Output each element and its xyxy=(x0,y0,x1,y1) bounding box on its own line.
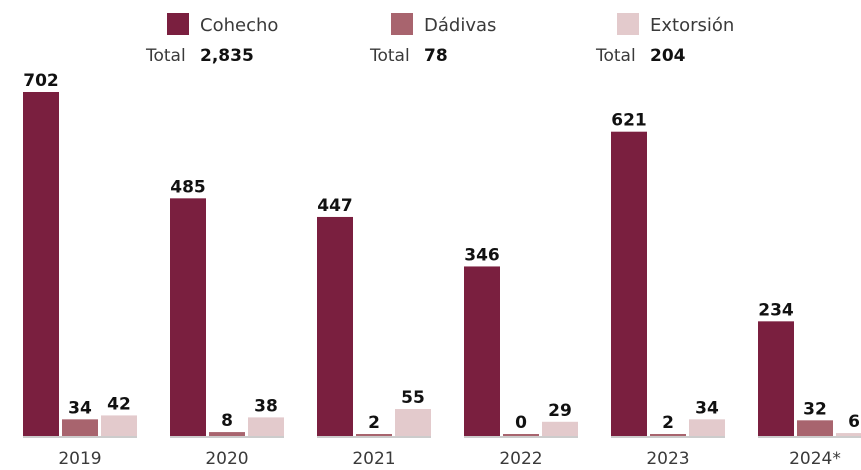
x-axis-ticks: 2019 2020 2021 2022 2023 2024* xyxy=(23,436,861,469)
data-label: 702 xyxy=(23,71,59,91)
legend-label: Dádivas xyxy=(424,15,496,36)
legend-total-value: 78 xyxy=(424,46,448,66)
data-label: 6 xyxy=(848,412,860,432)
bar xyxy=(356,434,392,436)
bar xyxy=(464,266,500,436)
data-label: 0 xyxy=(515,413,527,433)
data-label: 55 xyxy=(401,388,425,408)
data-label: 34 xyxy=(695,398,719,418)
legend-swatch-2 xyxy=(391,13,413,35)
bar xyxy=(62,419,98,436)
bar xyxy=(542,421,578,436)
legend-total-value: 204 xyxy=(650,46,686,66)
x-tick-label: 2020 xyxy=(205,449,248,469)
x-tick-label: 2022 xyxy=(499,449,542,469)
bar xyxy=(758,321,794,436)
data-label: 2 xyxy=(368,413,380,433)
bar xyxy=(650,434,686,436)
legend-label: Extorsión xyxy=(650,15,734,36)
bar xyxy=(317,216,353,436)
x-tick-label: 2021 xyxy=(352,449,395,469)
x-tick-label: 2023 xyxy=(646,449,689,469)
legend: Cohecho Total 2,835 Dádivas Total 78 Extorsión… xyxy=(145,13,734,66)
data-label: 234 xyxy=(758,300,794,320)
bar xyxy=(611,131,647,436)
bar xyxy=(248,417,284,436)
data-label: 38 xyxy=(254,396,278,416)
data-label: 32 xyxy=(803,399,827,419)
legend-total-label: Total xyxy=(595,46,636,66)
data-label: 485 xyxy=(170,177,206,197)
legend-total-label: Total xyxy=(145,46,186,66)
data-label: 621 xyxy=(611,111,647,131)
bar xyxy=(101,415,137,436)
legend-swatch-3 xyxy=(617,13,639,35)
bar xyxy=(209,432,245,436)
data-label: 29 xyxy=(548,401,572,421)
bars-group xyxy=(23,92,861,436)
data-label: 346 xyxy=(464,245,500,265)
bar xyxy=(395,409,431,436)
bar xyxy=(23,92,59,436)
data-label: 8 xyxy=(221,411,233,431)
data-label: 447 xyxy=(317,196,353,216)
x-tick-label: 2019 xyxy=(58,449,101,469)
legend-total-label: Total xyxy=(369,46,410,66)
bar xyxy=(689,419,725,436)
bar xyxy=(836,433,861,436)
x-tick-label: 2024* xyxy=(789,449,841,469)
legend-swatch-1 xyxy=(167,13,189,35)
bar xyxy=(170,198,206,436)
legend-total-value: 2,835 xyxy=(200,46,254,66)
bar xyxy=(797,420,833,436)
data-label: 34 xyxy=(68,398,92,418)
bar xyxy=(503,434,539,436)
data-label: 2 xyxy=(662,413,674,433)
legend-label: Cohecho xyxy=(200,15,278,36)
data-label: 42 xyxy=(107,394,131,414)
